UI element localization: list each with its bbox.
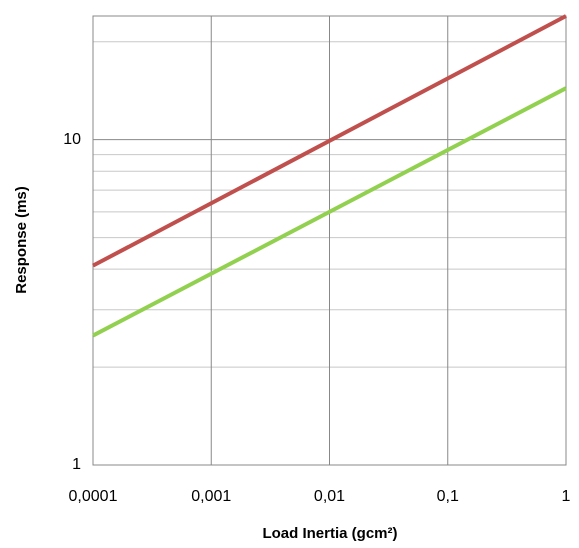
x-axis-title: Load Inertia (gcm²) [262, 525, 397, 542]
y-tick-label: 10 [63, 131, 81, 148]
x-tick-label: 0,0001 [69, 488, 118, 505]
x-tick-label: 1 [562, 488, 571, 505]
x-tick-label: 0,01 [314, 488, 345, 505]
y-axis-title: Response (ms) [13, 186, 30, 294]
y-tick-label: 1 [72, 456, 81, 473]
x-tick-label: 0,001 [191, 488, 231, 505]
x-tick-label: 0,1 [437, 488, 459, 505]
series-line [92, 14, 567, 268]
series-line [92, 86, 567, 338]
plot-border [92, 15, 567, 466]
